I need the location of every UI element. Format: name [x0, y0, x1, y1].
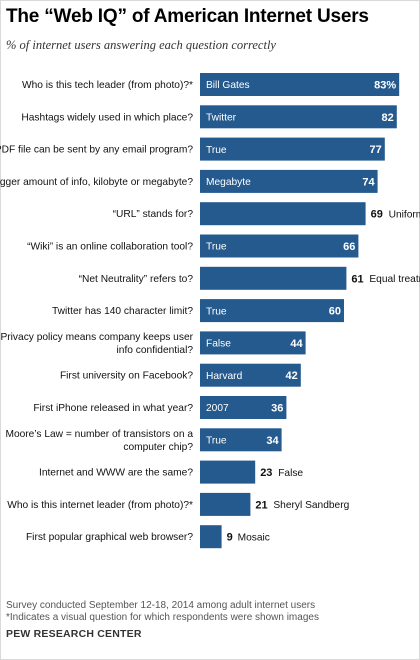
bar — [200, 428, 282, 452]
answer-label: Mosaic — [238, 532, 270, 543]
question-label: First university on Facebook? — [60, 371, 193, 382]
question-label: Privacy policy means company keeps user i… — [0, 332, 193, 356]
source-label: PEW RESEARCH CENTER — [6, 628, 142, 640]
visual-question-note: *Indicates a visual question for which r… — [6, 612, 319, 623]
bar — [200, 169, 378, 193]
question-label: First iPhone released in what year? — [33, 403, 193, 414]
answer-label: True — [206, 306, 227, 317]
answer-label: True — [206, 242, 227, 253]
question-label: “URL” stands for? — [113, 209, 194, 220]
bar — [200, 460, 256, 484]
value-label: 83% — [374, 80, 396, 92]
bar-chart: Who is this tech leader (from photo)?* Bi… — [0, 73, 420, 549]
question-label: Twitter has 140 character limit? — [52, 306, 193, 317]
answer-label: False — [206, 339, 231, 350]
bar — [200, 234, 359, 258]
value-label: 69 — [371, 209, 383, 221]
question-label: Internet and WWW are the same? — [39, 468, 193, 479]
value-label: 77 — [370, 144, 382, 156]
value-label: 23 — [260, 467, 272, 479]
answer-label: Equal treatment of digital content — [369, 274, 420, 285]
question-label: First popular graphical web browser? — [26, 532, 193, 543]
bar — [200, 266, 347, 290]
value-label: 60 — [329, 306, 341, 318]
question-label: Who is this tech leader (from photo)?* — [22, 80, 193, 91]
bar — [200, 137, 385, 161]
question-label: “Wiki” is an online collaboration tool? — [27, 242, 193, 253]
chart-title: The “Web IQ” of American Internet Users — [6, 6, 369, 27]
chart-subtitle: % of internet users answering each quest… — [6, 38, 276, 52]
question-label: Moore’s Law = number of transistors on a… — [5, 429, 193, 453]
value-label: 21 — [255, 499, 267, 511]
value-label: 74 — [362, 176, 375, 188]
answer-label: Sheryl Sandberg — [273, 500, 349, 511]
bar — [200, 331, 306, 355]
answer-label: Bill Gates — [206, 80, 250, 91]
answer-label: True — [206, 145, 227, 156]
bar — [200, 299, 344, 323]
answer-label: Megabyte — [206, 177, 251, 188]
answer-label: Uniform Resource Locator — [389, 209, 420, 220]
value-label: 44 — [290, 338, 303, 350]
question-label: Hashtags widely used in which place? — [21, 112, 193, 123]
question-label: Who is this internet leader (from photo)… — [7, 500, 193, 511]
bar — [200, 492, 251, 516]
bar — [200, 363, 301, 387]
question-label: Bigger amount of info, kilobyte or megab… — [0, 177, 193, 188]
bar — [200, 73, 400, 96]
value-label: 34 — [266, 435, 279, 447]
bar — [200, 525, 222, 549]
value-label: 36 — [271, 403, 283, 415]
value-label: 9 — [227, 532, 233, 544]
value-label: 61 — [351, 273, 363, 285]
answer-label: Twitter — [206, 113, 237, 124]
question-label: “Net Neutrality” refers to? — [79, 274, 194, 285]
answer-label: Harvard — [206, 371, 243, 382]
bar — [200, 202, 366, 226]
value-label: 82 — [382, 112, 394, 124]
answer-label: False — [278, 468, 303, 479]
question-label: PDF file can be sent by any email progra… — [0, 145, 193, 156]
answer-label: True — [206, 436, 227, 447]
bar — [200, 396, 287, 419]
value-label: 66 — [343, 241, 355, 253]
answer-label: 2007 — [206, 403, 229, 414]
bar — [200, 105, 397, 129]
value-label: 42 — [286, 370, 298, 382]
survey-note: Survey conducted September 12-18, 2014 a… — [6, 600, 316, 611]
